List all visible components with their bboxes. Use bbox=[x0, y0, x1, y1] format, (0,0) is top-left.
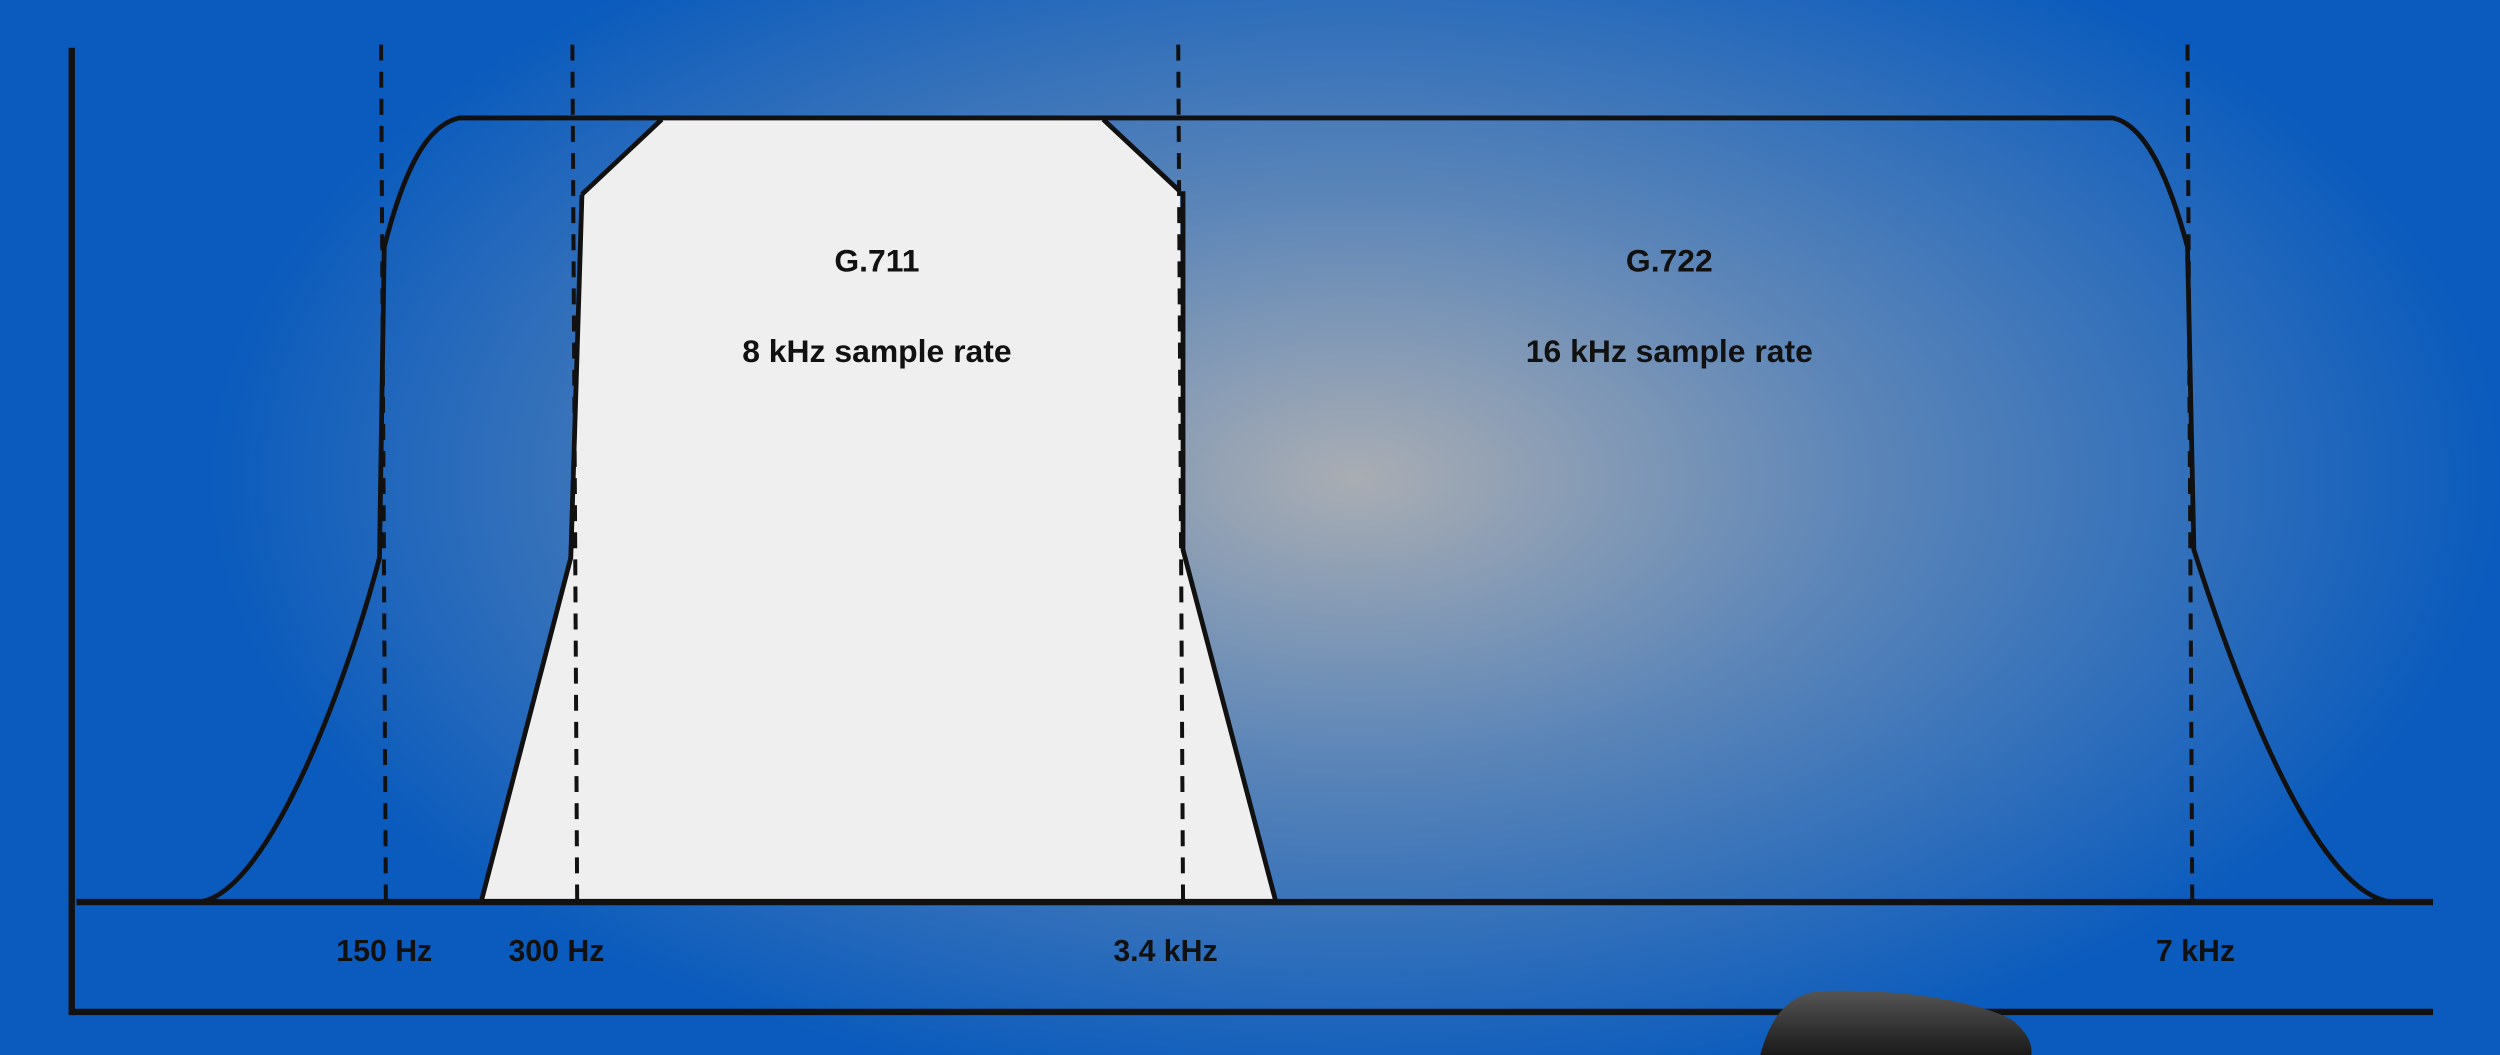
marker-line bbox=[570, 44, 580, 901]
g711-edge bbox=[479, 191, 1278, 902]
codec-rate: 8 kHz sample rate bbox=[742, 333, 1011, 369]
codec-rate: 16 kHz sample rate bbox=[1526, 333, 1813, 369]
g711-band bbox=[481, 119, 1276, 901]
codec-name: G.722 bbox=[1626, 242, 1713, 278]
axes bbox=[68, 47, 2434, 1016]
marker-line bbox=[1176, 44, 1186, 901]
marker-lines bbox=[379, 44, 2195, 901]
g711-edge bbox=[580, 117, 1182, 197]
g722-band bbox=[198, 115, 2392, 905]
frequency-label: 7 kHz bbox=[2156, 935, 2235, 968]
marker-line bbox=[2185, 44, 2195, 901]
frequency-label: 3.4 kHz bbox=[1113, 935, 1217, 968]
frequency-label: 300 Hz bbox=[508, 935, 604, 968]
phone-handset bbox=[1760, 990, 2032, 1055]
codec-name: G.711 bbox=[834, 242, 919, 278]
marker-line bbox=[379, 44, 388, 901]
frequency-label: 150 Hz bbox=[336, 935, 432, 968]
